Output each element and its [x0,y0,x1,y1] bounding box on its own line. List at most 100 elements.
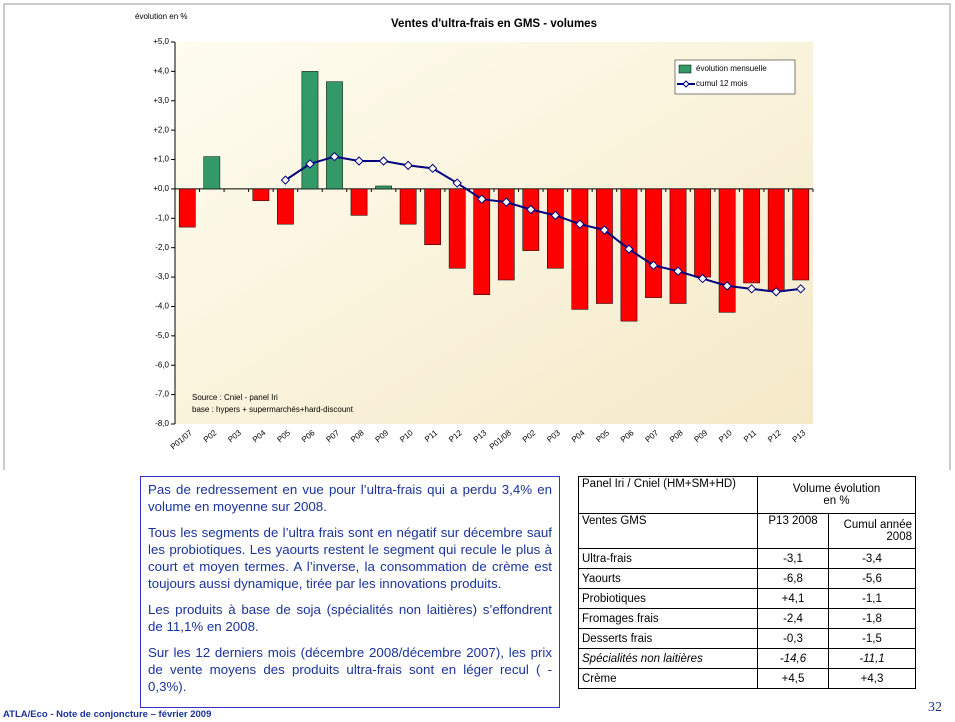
x-tick-label: P11 [423,428,440,444]
table-cell: +4,3 [828,668,916,689]
point [280,175,291,185]
x-tick-label: P04 [570,428,587,444]
bar [178,188,196,228]
table-row: Fromages frais -2,4 -1,8 [578,608,916,629]
point [746,284,757,294]
x-tick-label: P02 [202,428,219,444]
bar [718,188,736,313]
point [329,151,340,162]
point [378,156,389,166]
table-cell: +4,5 [757,668,829,689]
table-row: Ventes GMS P13 2008 Cumul année 2008 [578,513,916,549]
y-tick-label: +3,0 [153,96,169,105]
data-table: Panel Iri / Cniel (HM+SM+HD) Volume évolu… [578,476,916,689]
bar [743,188,761,284]
point [477,194,487,204]
bar [399,188,417,225]
x-tick-label: P12 [766,428,783,444]
table-row: Panel Iri / Cniel (HM+SM+HD) Volume évolu… [578,476,916,514]
bar [448,188,466,269]
bar [277,188,294,225]
legend-marker [682,80,690,88]
table-cell: -3,4 [828,548,916,569]
table-row: Spécialités non laitières -14,6 -11,1 [578,648,916,669]
point [599,225,610,235]
x-tick-label: P04 [251,428,268,444]
table-cell: -14,6 [757,648,829,669]
point [452,178,462,188]
x-tick-label: P09 [374,428,391,444]
table-cell: -5,6 [828,568,916,589]
bar [571,188,589,310]
x-tick-label: P07 [643,428,660,444]
y-tick-label: +4,0 [153,66,169,75]
y-tick-label: -2,0 [155,243,169,252]
point [354,156,364,166]
table-row: Ultra-frais -3,1 -3,4 [578,548,916,569]
point [526,204,536,215]
x-tick-label: P13 [791,428,808,444]
table-cell: Yaourts [578,568,758,589]
paragraph: Les produits à base de soja (spécialités… [148,602,552,634]
bar [645,188,662,298]
x-tick-label: P01/07 [169,428,195,452]
table-cell: -2,4 [757,608,829,629]
point [305,159,315,169]
table-cell: P13 2008 [757,513,829,549]
y-tick-label: +1,0 [153,155,169,164]
table-cell: Ultra-frais [578,548,758,569]
table-cell: -1,5 [828,628,916,649]
bar [203,156,221,190]
table-cell: Probiotiques [578,588,758,609]
y-tick-label: -7,0 [155,390,169,399]
legend-swatch [678,64,692,74]
plot-area [175,42,813,424]
slide-border [3,3,951,470]
table-cell: -0,3 [757,628,829,649]
y-tick-label: -5,0 [155,331,169,340]
line [284,155,801,293]
point [427,163,438,174]
x-tick-label: P09 [693,428,710,444]
y-tick-label: -3,0 [155,272,169,281]
x-tick-label: P11 [742,428,759,444]
bar [326,81,343,190]
bar [620,188,638,322]
point [722,281,732,291]
x-tick-label: P02 [521,428,538,444]
legend-box [674,59,796,95]
bar [375,185,392,190]
table-cell: Fromages frais [578,608,758,629]
table-cell: -3,1 [757,548,829,569]
bar [669,188,687,304]
bar [350,188,368,216]
x-tick-label: P03 [545,428,562,444]
chart: Ventes d'ultra-frais en GMS - volumes év… [3,3,951,470]
y-tick-label: -8,0 [155,419,169,428]
table-cell: -1,1 [828,588,916,609]
table-cell: -6,8 [757,568,829,589]
annotation: Source : Cniel - panel Iri [192,393,278,402]
page-number: 32 [928,700,942,715]
y-axis-label: évolution en % [135,12,187,21]
x-tick-label: P06 [619,428,636,444]
table-row: Desserts frais -0,3 -1,5 [578,628,916,649]
point [673,266,683,276]
footer: ATLA/Eco - Note de conjoncture – février… [3,709,212,720]
x-tick-label: P07 [324,428,341,444]
x-tick-label: P12 [447,428,464,444]
bar [694,188,711,278]
annotation: base : hypers + supermarchés+hard-discou… [192,405,354,414]
x-tick-label: P08 [349,428,366,444]
table-cell: Ventes GMS [578,513,758,549]
bar [473,188,491,295]
table-cell: Spécialités non laitières [578,648,758,669]
x-tick-label: P13 [472,428,489,444]
bar [301,71,319,190]
y-tick-label: +5,0 [153,37,169,46]
x-tick-label: P08 [668,428,685,444]
table-cell: -11,1 [828,648,916,669]
table-row: Yaourts -6,8 -5,6 [578,568,916,589]
bar [546,188,564,269]
table-cell: Cumul année 2008 [828,513,916,549]
